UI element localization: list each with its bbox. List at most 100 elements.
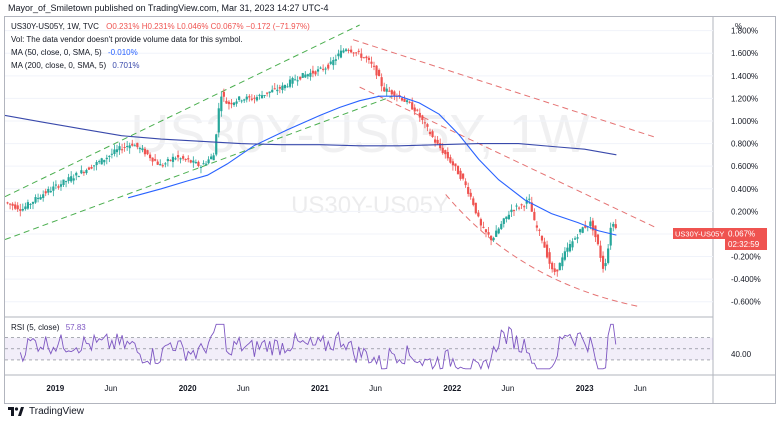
candle-body: [306, 74, 309, 77]
candle-body: [304, 74, 307, 78]
candle-body: [227, 101, 231, 105]
candle-body: [411, 102, 414, 110]
candle-body: [57, 186, 60, 188]
candle-body: [332, 60, 335, 66]
candle-body: [451, 161, 455, 166]
candle-body: [517, 207, 521, 209]
candle-body: [596, 234, 600, 245]
candle-body: [273, 88, 276, 90]
candle-body: [533, 212, 536, 221]
candle-body: [487, 232, 490, 235]
candle-body: [266, 92, 269, 94]
y-tick-label: 1.200%: [731, 94, 758, 103]
price-axis[interactable]: 1.800% 1.600% 1.400% 1.200% 1.000% 0.800% 0.60…: [731, 27, 761, 307]
candle-body: [360, 53, 363, 58]
candle-body: [222, 91, 225, 97]
candle-body: [263, 95, 266, 97]
tag-symbol: US30Y-US05Y: [675, 230, 724, 239]
candle-body: [482, 226, 485, 228]
y-tick-label: 1.800%: [731, 27, 758, 36]
legend-ma200-label: MA (200, close, 0, SMA, 5): [11, 61, 106, 70]
candle-body: [614, 224, 617, 229]
candle-body: [174, 158, 177, 160]
candle-body: [375, 65, 378, 76]
x-tick-label: 2021: [311, 384, 329, 393]
candle-body: [120, 149, 124, 151]
candle-body: [250, 98, 253, 100]
candle-body: [309, 72, 312, 77]
candle-body: [505, 216, 508, 219]
x-tick-label: 2020: [179, 384, 197, 393]
candle-body: [324, 68, 327, 70]
candle-body: [566, 247, 569, 252]
tag-value: 0.067%: [728, 230, 755, 239]
candle-body: [469, 192, 472, 197]
candle-body: [44, 191, 47, 194]
candle-body: [126, 145, 129, 147]
legend-volume-note: Vol: The data vendor doesn't provide vol…: [11, 35, 243, 44]
candle-body: [14, 204, 17, 209]
y-tick-label: 0.200%: [731, 207, 758, 216]
watermark-large: US30Y-US05Y, 1W: [130, 104, 589, 164]
candle-body: [148, 154, 152, 159]
legend-ma50-value: -0.010%: [108, 48, 138, 57]
svg-text:RSI (5, close) 57.83: RSI (5, close) 57.83: [11, 323, 86, 332]
candle-body: [538, 229, 541, 231]
candle-body: [311, 70, 315, 74]
candle-body: [507, 214, 510, 220]
time-axis[interactable]: 2019 Jun 2020 Jun 2021 Jun 2022 Jun 2023 Jun: [46, 384, 646, 393]
candle-body: [510, 209, 513, 213]
candle-body: [551, 262, 554, 270]
candle-body: [278, 87, 281, 89]
y-tick-label: 1.400%: [731, 72, 758, 81]
candle-body: [322, 68, 325, 70]
candle-body: [380, 77, 383, 87]
tradingview-logo-icon: [8, 407, 24, 416]
candle-body: [260, 95, 264, 99]
legend-ohlc: O0.231% H0.231% L0.046% C0.067% −0.172 (…: [106, 22, 310, 31]
candle-body: [294, 79, 297, 81]
x-tick-label: Jun: [369, 384, 382, 393]
legend-ma200-value: 0.701%: [112, 61, 139, 70]
chart-canvas[interactable]: US30Y-US05Y, 1W US30Y-US05Y 1.800% 1.600%…: [5, 17, 775, 403]
candle-body: [472, 198, 475, 205]
candle-body: [115, 149, 119, 153]
chart-frame[interactable]: US30Y-US05Y, 1W US30Y-US05Y 1.800% 1.600%…: [4, 16, 776, 404]
x-tick-label: 2023: [576, 384, 594, 393]
candle-body: [64, 181, 68, 183]
candle-body: [176, 155, 180, 158]
candle-body: [502, 218, 505, 224]
candle-body: [288, 79, 292, 87]
candle-body: [497, 228, 500, 234]
candle-body: [255, 97, 259, 101]
candle-body: [413, 107, 416, 112]
candle-body: [276, 89, 279, 92]
tag-value-bg: [725, 228, 767, 250]
candle-body: [87, 167, 91, 170]
candle-body: [238, 96, 241, 100]
candle-body: [80, 170, 83, 174]
tradingview-brand[interactable]: TradingView: [8, 406, 84, 417]
y-tick-label: 1.600%: [731, 49, 758, 58]
candle-body: [314, 71, 317, 75]
candle-body: [446, 151, 449, 159]
candle-body: [72, 178, 75, 181]
candle-body: [495, 230, 498, 237]
candle-body: [540, 235, 544, 241]
candle-body: [492, 237, 495, 241]
candle-body: [464, 181, 467, 186]
candle-body: [108, 155, 111, 157]
candle-body: [159, 164, 162, 166]
last-price-tag: US30Y-US05Y 0.067% 02:32:59: [673, 228, 767, 250]
candle-body: [405, 100, 409, 103]
candle-body: [456, 165, 460, 175]
x-tick-label: Jun: [237, 384, 250, 393]
candle-body: [604, 263, 607, 267]
y-tick-label: -0.600%: [731, 298, 761, 307]
x-tick-label: Jun: [501, 384, 514, 393]
candle-body: [515, 205, 518, 207]
candle-body: [161, 165, 164, 167]
candle-body: [166, 159, 169, 162]
candle-body: [70, 176, 73, 182]
candle-body: [316, 69, 320, 72]
